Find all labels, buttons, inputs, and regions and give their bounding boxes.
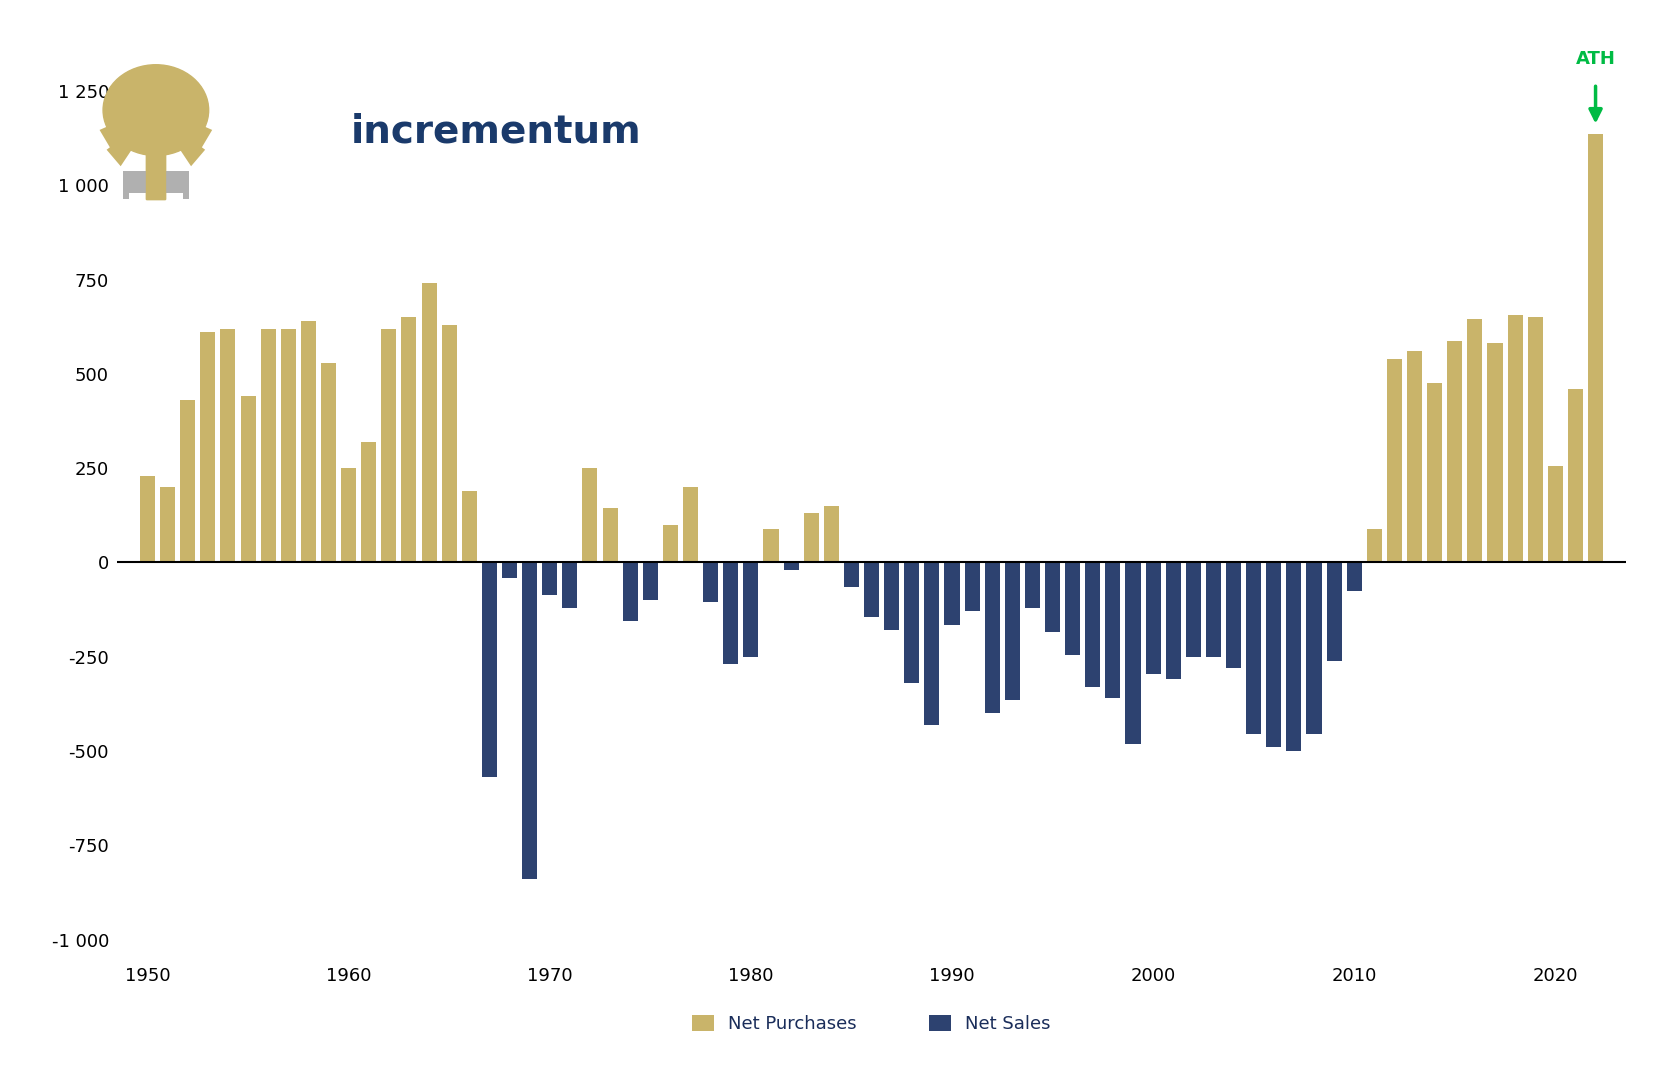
Bar (1166, 562, 1182, 679)
Bar (1044, 562, 1059, 633)
Bar (1267, 562, 1282, 748)
Bar (582, 469, 597, 562)
Polygon shape (166, 171, 189, 199)
Bar (300, 321, 315, 562)
Bar (1448, 341, 1463, 562)
Bar (146, 133, 166, 199)
Bar (684, 487, 699, 562)
Bar (1547, 466, 1562, 562)
Bar (523, 562, 538, 880)
Bar (1106, 562, 1120, 699)
Bar (159, 487, 174, 562)
Bar (1527, 317, 1542, 562)
Bar (1346, 562, 1361, 591)
Bar (664, 525, 679, 562)
Bar (1245, 562, 1260, 734)
Bar (602, 508, 617, 562)
Polygon shape (122, 171, 146, 199)
Bar (845, 562, 860, 587)
Bar (1185, 562, 1200, 657)
Bar (1006, 562, 1021, 700)
Bar (783, 562, 798, 570)
Bar (803, 513, 818, 562)
Polygon shape (156, 105, 213, 150)
Bar (1225, 562, 1240, 668)
Bar (481, 562, 496, 777)
Bar (1487, 343, 1502, 562)
Bar (883, 562, 898, 630)
Bar (441, 325, 456, 562)
Legend: Net Purchases, Net Sales: Net Purchases, Net Sales (685, 1007, 1058, 1041)
Bar (146, 136, 166, 199)
Bar (1507, 315, 1522, 562)
Polygon shape (151, 72, 161, 105)
Bar (1386, 359, 1401, 562)
Ellipse shape (104, 65, 208, 155)
Polygon shape (104, 100, 156, 133)
Text: incrementum: incrementum (352, 112, 642, 150)
Bar (965, 562, 980, 611)
Bar (1126, 562, 1141, 743)
Bar (261, 329, 277, 562)
Bar (1024, 562, 1039, 608)
Bar (1084, 562, 1099, 687)
Bar (221, 329, 236, 562)
Bar (139, 476, 154, 562)
Bar (865, 562, 880, 617)
Bar (1146, 562, 1161, 674)
Bar (360, 442, 375, 562)
Bar (1205, 562, 1220, 657)
Bar (1408, 351, 1423, 562)
Polygon shape (158, 88, 193, 114)
Bar (1428, 383, 1443, 562)
Polygon shape (121, 97, 156, 121)
Bar (422, 283, 437, 562)
Text: ATH: ATH (1575, 50, 1616, 68)
Bar (704, 562, 719, 602)
Bar (1326, 562, 1341, 660)
Bar (563, 562, 578, 608)
Bar (1569, 389, 1584, 562)
Polygon shape (156, 97, 191, 121)
Bar (622, 562, 637, 621)
Bar (923, 562, 939, 724)
Bar (241, 396, 256, 562)
Bar (199, 332, 215, 562)
Bar (825, 506, 840, 562)
Bar (320, 362, 335, 562)
Bar (1064, 562, 1079, 655)
Bar (642, 562, 657, 601)
Bar (985, 562, 1001, 714)
Bar (1468, 320, 1483, 562)
Polygon shape (156, 100, 208, 133)
Bar (724, 562, 739, 665)
Polygon shape (107, 114, 156, 166)
Bar (543, 562, 558, 594)
Polygon shape (158, 84, 178, 103)
Polygon shape (156, 114, 204, 166)
Bar (903, 562, 918, 683)
Bar (1287, 562, 1302, 751)
Bar (179, 400, 194, 562)
Bar (402, 317, 417, 562)
Polygon shape (119, 88, 154, 114)
Bar (763, 528, 778, 562)
Polygon shape (99, 105, 156, 150)
Bar (944, 562, 959, 625)
Bar (382, 329, 397, 562)
Bar (1366, 528, 1381, 562)
Bar (742, 562, 758, 657)
Bar (280, 329, 295, 562)
Bar (461, 491, 476, 562)
Bar (1307, 562, 1322, 734)
Bar (501, 562, 516, 577)
Polygon shape (134, 84, 154, 103)
Bar (1589, 134, 1604, 562)
Bar (340, 469, 355, 562)
